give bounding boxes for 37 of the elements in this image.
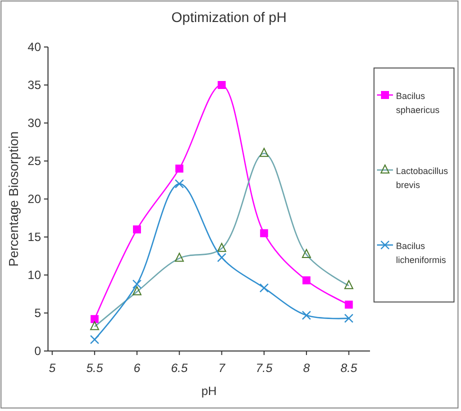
x-axis-title: pH: [201, 384, 217, 398]
point: [302, 310, 312, 320]
x-tick-label: 5: [48, 361, 56, 375]
chart-title: Optimization of pH: [171, 9, 287, 25]
point: [90, 335, 100, 344]
x-tick-label: 8.5: [340, 361, 358, 375]
point: [260, 229, 268, 238]
point: [217, 252, 226, 262]
y-axis-title: Percentage Biosorption: [6, 131, 21, 267]
legend-label: Bacilus sphaericus: [396, 91, 440, 115]
x-tick-label: 6.5: [171, 361, 188, 375]
x-tick-label: 5.5: [86, 361, 104, 375]
point: [344, 300, 353, 309]
x-tick-label: 7: [218, 361, 226, 375]
legend-label: Bacilus licheniformis: [396, 241, 447, 265]
legend-label: Lactobacillus brevis: [396, 166, 449, 190]
point: [175, 164, 184, 173]
y-tick-label: 10: [28, 268, 42, 282]
x-tick-label: 8: [303, 361, 310, 375]
y-tick-label: 25: [28, 154, 42, 168]
y-tick-label: 0: [34, 344, 42, 358]
y-tick-label: 20: [28, 192, 42, 206]
y-tick-label: 30: [28, 116, 42, 130]
point: [90, 315, 99, 324]
x-tick-label: 7.5: [256, 361, 273, 375]
point: [259, 283, 269, 293]
point: [174, 179, 184, 188]
point: [218, 81, 226, 89]
y-tick-label: 35: [28, 78, 42, 92]
point: [132, 280, 142, 289]
point: [132, 225, 141, 234]
point: [344, 314, 354, 323]
x-tick-label: 6: [134, 361, 141, 375]
point: [302, 276, 310, 284]
y-tick-label: 40: [28, 40, 42, 54]
y-tick-label: 15: [28, 230, 42, 244]
y-tick-label: 5: [34, 306, 42, 320]
